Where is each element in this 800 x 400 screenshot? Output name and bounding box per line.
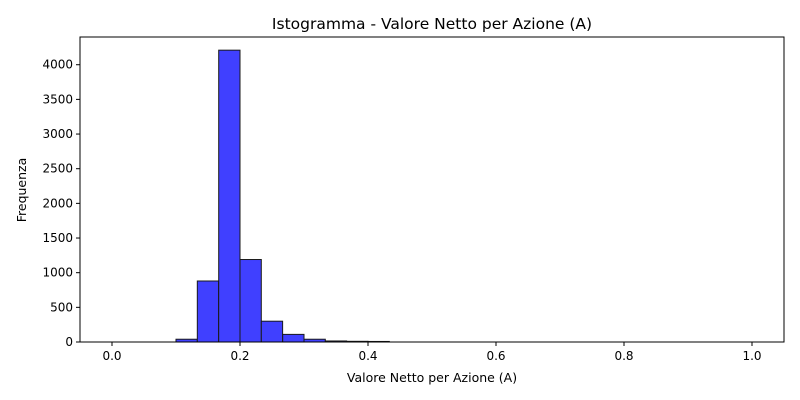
y-tick-label: 500 xyxy=(50,300,73,314)
plot-frame xyxy=(79,36,785,343)
histogram-bar xyxy=(218,49,241,343)
histogram-bar xyxy=(239,259,262,343)
x-tick-label: 0.0 xyxy=(102,349,121,363)
histogram-bars xyxy=(175,49,390,343)
x-tick-label: 0.6 xyxy=(486,349,505,363)
histogram-bar xyxy=(196,280,220,343)
x-tick-label: 1.0 xyxy=(742,349,761,363)
y-tick-label: 0 xyxy=(65,335,73,349)
x-tick-label: 0.4 xyxy=(358,349,377,363)
y-tick-label: 2000 xyxy=(42,196,73,210)
y-tick-label: 2500 xyxy=(42,162,73,176)
x-axis-label: Valore Netto per Azione (A) xyxy=(347,370,517,385)
y-axis-label: Frequenza xyxy=(14,158,29,223)
y-tick-label: 3000 xyxy=(42,127,73,141)
x-tick-label: 0.8 xyxy=(614,349,633,363)
x-tick-label: 0.2 xyxy=(230,349,249,363)
y-tick-label: 3500 xyxy=(42,92,73,106)
histogram-bar xyxy=(260,320,284,343)
x-axis-ticks: 0.0 0.2 0.4 0.6 0.8 1.0 xyxy=(102,342,762,363)
y-tick-label: 1000 xyxy=(42,266,73,280)
y-tick-label: 1500 xyxy=(42,231,73,245)
histogram-bar xyxy=(282,333,305,343)
y-axis-ticks: 0 500 1000 1500 2000 2500 3000 3500 4000 xyxy=(42,58,80,349)
chart-title: Istogramma - Valore Netto per Azione (A) xyxy=(272,15,592,33)
y-tick-label: 4000 xyxy=(42,58,73,72)
